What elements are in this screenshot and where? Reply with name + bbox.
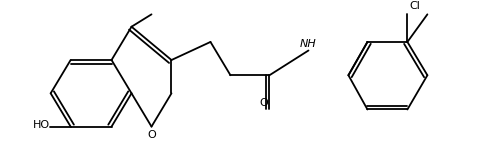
Text: HO: HO <box>33 120 50 130</box>
Text: O: O <box>260 98 268 108</box>
Text: NH: NH <box>300 39 317 49</box>
Text: O: O <box>147 130 156 140</box>
Text: Cl: Cl <box>410 0 420 11</box>
